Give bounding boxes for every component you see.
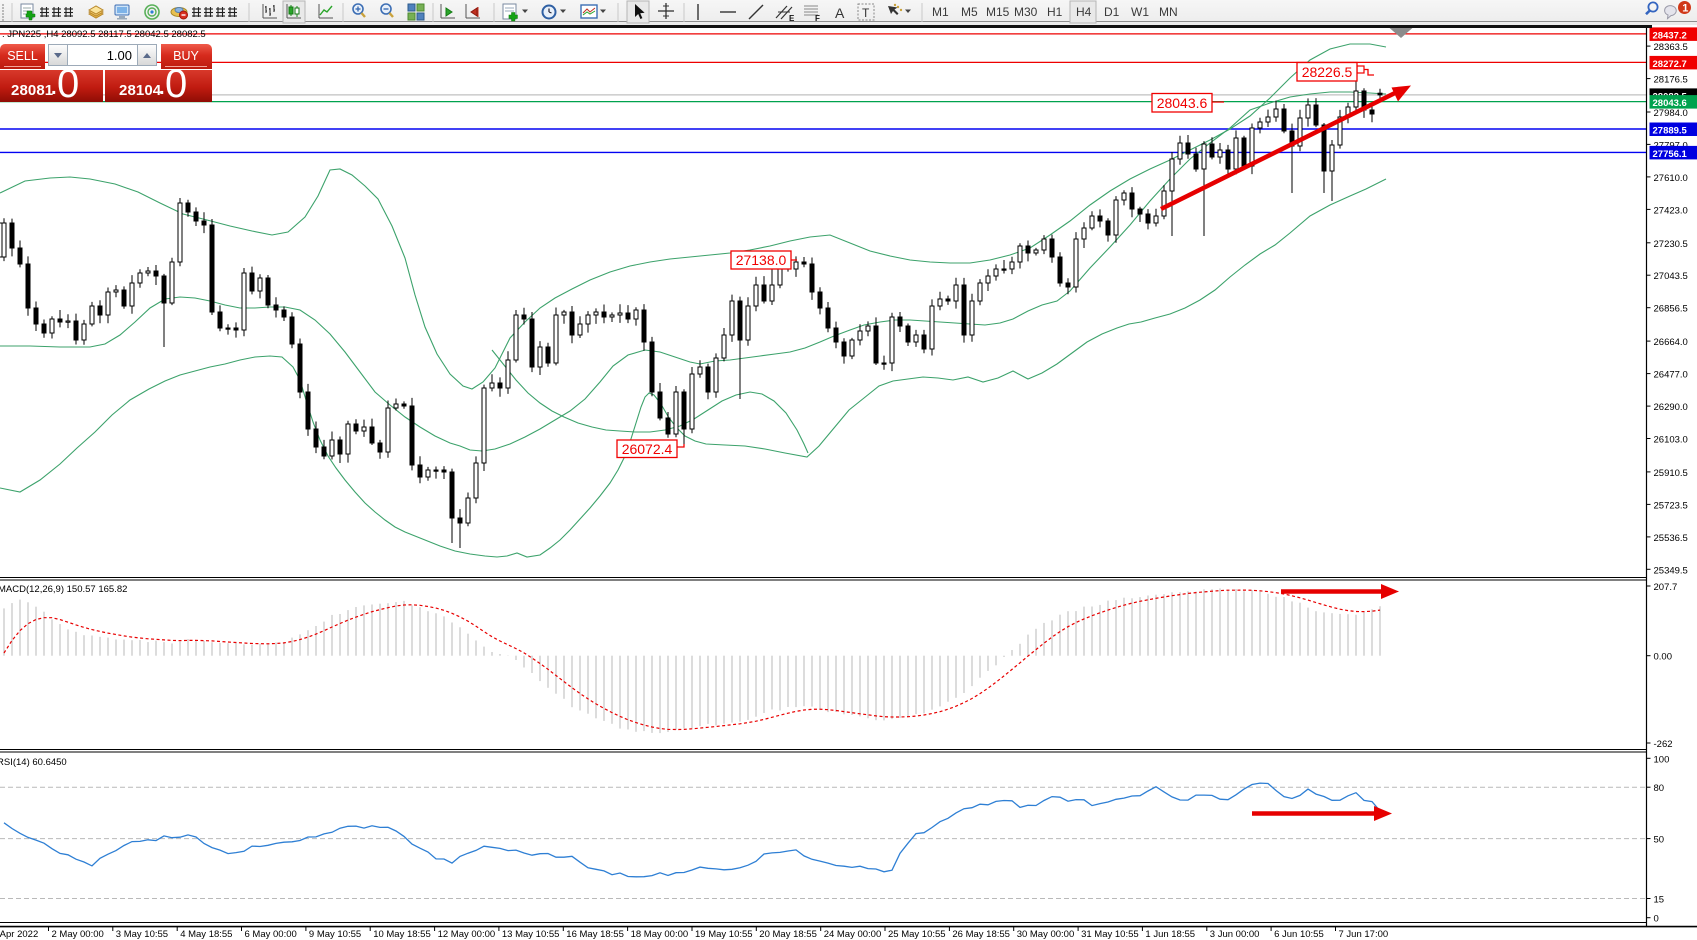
svg-text:25910.5: 25910.5 xyxy=(1654,468,1688,479)
svg-text:27610.0: 27610.0 xyxy=(1654,173,1688,184)
svg-text:0: 0 xyxy=(1654,914,1659,925)
svg-text:1: 1 xyxy=(1682,3,1688,15)
svg-text:27138.0: 27138.0 xyxy=(736,252,787,268)
svg-text:27756.1: 27756.1 xyxy=(1653,149,1688,160)
svg-text:12 May 00:00: 12 May 00:00 xyxy=(438,929,496,940)
svg-text:19 May 10:55: 19 May 10:55 xyxy=(695,929,753,940)
svg-text:80: 80 xyxy=(1654,783,1665,794)
svg-text:18 May 00:00: 18 May 00:00 xyxy=(631,929,689,940)
svg-text:M5: M5 xyxy=(961,5,978,19)
svg-text:50: 50 xyxy=(1654,835,1665,846)
svg-text:207.7: 207.7 xyxy=(1654,582,1678,593)
svg-text:H4: H4 xyxy=(1076,5,1092,19)
svg-text:24 May 00:00: 24 May 00:00 xyxy=(824,929,882,940)
svg-text:F: F xyxy=(815,14,820,23)
svg-text:15: 15 xyxy=(1654,895,1665,906)
svg-text:D1: D1 xyxy=(1104,5,1120,19)
svg-text:13 May 10:55: 13 May 10:55 xyxy=(502,929,560,940)
svg-text:16 May 18:55: 16 May 18:55 xyxy=(566,929,624,940)
svg-text:30 May 00:00: 30 May 00:00 xyxy=(1017,929,1075,940)
svg-text:3 Jun 00:00: 3 Jun 00:00 xyxy=(1210,929,1260,940)
svg-text:26 May 18:55: 26 May 18:55 xyxy=(952,929,1010,940)
svg-text:4 May 18:55: 4 May 18:55 xyxy=(180,929,232,940)
svg-text:28363.5: 28363.5 xyxy=(1654,42,1688,53)
svg-text:9 May 10:55: 9 May 10:55 xyxy=(309,929,361,940)
svg-text:0.00: 0.00 xyxy=(1654,652,1673,663)
svg-text:26664.0: 26664.0 xyxy=(1654,337,1688,348)
svg-text:. JPN225 ,H4 28092.5 28117.5: . JPN225 ,H4 28092.5 28117.5 28042.5 280… xyxy=(2,29,206,40)
svg-text:M15: M15 xyxy=(986,5,1010,19)
svg-text:29 Apr 2022: 29 Apr 2022 xyxy=(0,929,38,940)
svg-text:26103.0: 26103.0 xyxy=(1654,435,1688,446)
svg-text:27889.5: 27889.5 xyxy=(1653,126,1688,137)
svg-text:28226.5: 28226.5 xyxy=(1302,64,1353,80)
svg-text:25536.5: 25536.5 xyxy=(1654,533,1688,544)
svg-text:6 May 00:00: 6 May 00:00 xyxy=(245,929,297,940)
svg-text:6 Jun 10:55: 6 Jun 10:55 xyxy=(1274,929,1324,940)
svg-text:31 May 10:55: 31 May 10:55 xyxy=(1081,929,1139,940)
svg-text:28176.5: 28176.5 xyxy=(1654,75,1688,86)
svg-text:26856.5: 26856.5 xyxy=(1654,304,1688,315)
svg-text:27043.5: 27043.5 xyxy=(1654,271,1688,282)
svg-text:T: T xyxy=(862,6,870,20)
svg-text:2 May 00:00: 2 May 00:00 xyxy=(52,929,104,940)
svg-text:27984.0: 27984.0 xyxy=(1654,108,1688,119)
svg-text:100: 100 xyxy=(1654,754,1670,765)
svg-text:26290.0: 26290.0 xyxy=(1654,402,1688,413)
svg-text:A: A xyxy=(835,5,845,21)
svg-text:M1: M1 xyxy=(932,5,949,19)
svg-text:28437.2: 28437.2 xyxy=(1653,30,1687,41)
svg-text:26477.0: 26477.0 xyxy=(1654,370,1688,381)
svg-text:7 Jun 17:00: 7 Jun 17:00 xyxy=(1339,929,1389,940)
svg-text:3 May 10:55: 3 May 10:55 xyxy=(116,929,168,940)
svg-text:27230.5: 27230.5 xyxy=(1654,239,1688,250)
svg-text:20 May 18:55: 20 May 18:55 xyxy=(759,929,817,940)
svg-text:25723.5: 25723.5 xyxy=(1654,500,1688,511)
svg-text:1 Jun 18:55: 1 Jun 18:55 xyxy=(1145,929,1195,940)
svg-text:-262: -262 xyxy=(1654,739,1673,750)
svg-text:25349.5: 25349.5 xyxy=(1654,565,1688,576)
svg-text:28272.7: 28272.7 xyxy=(1653,59,1687,70)
svg-text:E: E xyxy=(789,14,795,23)
svg-text:RSI(14) 60.6450: RSI(14) 60.6450 xyxy=(0,757,67,768)
svg-text:27423.0: 27423.0 xyxy=(1654,205,1688,216)
svg-text:28043.6: 28043.6 xyxy=(1157,95,1208,111)
svg-text:26072.4: 26072.4 xyxy=(622,441,673,457)
svg-text:MACD(12,26,9) 150.57 165.82: MACD(12,26,9) 150.57 165.82 xyxy=(0,584,127,595)
svg-text:M30: M30 xyxy=(1014,5,1038,19)
svg-text:W1: W1 xyxy=(1131,5,1149,19)
svg-text:H1: H1 xyxy=(1047,5,1063,19)
svg-text:25 May 10:55: 25 May 10:55 xyxy=(888,929,946,940)
svg-text:28043.6: 28043.6 xyxy=(1653,98,1687,109)
svg-text:MN: MN xyxy=(1159,5,1178,19)
svg-text:10 May 18:55: 10 May 18:55 xyxy=(373,929,431,940)
